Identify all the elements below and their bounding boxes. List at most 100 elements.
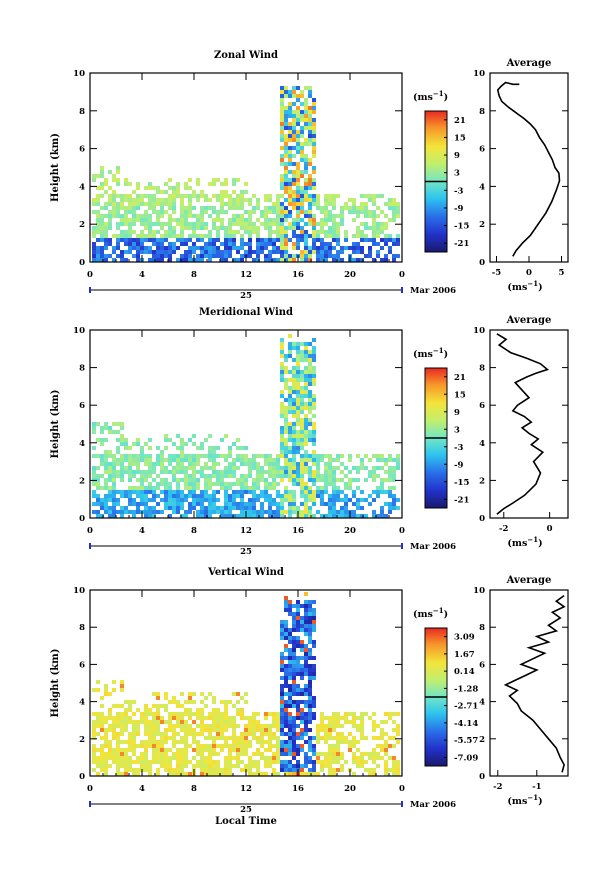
heatmap-cell [172,242,176,246]
heatmap-cell [124,242,128,246]
heatmap-cell [180,716,184,720]
heatmap-cell [188,250,192,254]
heatmap-cell [380,454,384,458]
heatmap-cell [124,772,128,776]
heatmap-cell [300,494,304,498]
heatmap-cell [296,118,300,122]
heatmap-cell [264,238,268,242]
avg-unit-open: (ms [507,538,527,549]
heatmap-cell [356,748,360,752]
heatmap-cell [292,628,296,632]
heatmap-cell [224,178,228,182]
heatmap-cell [120,716,124,720]
heatmap-cell [92,712,96,716]
heatmap-cell [360,206,364,210]
heatmap-cell [312,338,316,342]
heatmap-cell [132,752,136,756]
heatmap-cell [240,712,244,716]
heatmap-cell [300,130,304,134]
heatmap-cell [140,740,144,744]
heatmap-cell [116,430,120,434]
heatmap-cell [336,234,340,238]
heatmap-cell [292,672,296,676]
heatmap-cell [124,438,128,442]
heatmap-cell [212,510,216,514]
heatmap-cell [360,202,364,206]
heatmap-cell [280,146,284,150]
heatmap-cell [148,234,152,238]
heatmap-cell [300,442,304,446]
heatmap-cell [304,430,308,434]
heatmap-cell [264,478,268,482]
heatmap-cell [144,462,148,466]
heatmap-cell [100,206,104,210]
heatmap-cell [228,246,232,250]
heatmap-cell [200,752,204,756]
heatmap-cell [344,502,348,506]
heatmap-cell [284,684,288,688]
heatmap-cell [120,206,124,210]
heatmap-cell [376,764,380,768]
heatmap-cell [264,198,268,202]
heatmap-cell [292,676,296,680]
heatmap-cell [340,470,344,474]
heatmap-cell [160,760,164,764]
heatmap-cell [300,394,304,398]
heatmap-cell [124,178,128,182]
heatmap-cell [120,454,124,458]
heatmap-cell [284,230,288,234]
heatmap-cell [172,740,176,744]
heatmap-cell [96,254,100,258]
heatmap-cell [136,198,140,202]
heatmap-cell [284,414,288,418]
heatmap-cell [140,490,144,494]
heatmap-cell [300,430,304,434]
heatmap-cell [188,210,192,214]
heatmap-cell [224,756,228,760]
heatmap-cell [264,462,268,466]
heatmap-cell [300,446,304,450]
heatmap-cell [324,716,328,720]
heatmap-cell [180,490,184,494]
heatmap-cell [116,246,120,250]
heatmap-cell [248,246,252,250]
heatmap-cell [312,102,316,106]
heatmap-cell [308,478,312,482]
heatmap-cell [168,234,172,238]
avg-x-axis-label: (ms−1) [507,793,542,807]
heatmap-cell [316,466,320,470]
heatmap-cell [288,394,292,398]
heatmap-cell [188,438,192,442]
heatmap-cell [304,110,308,114]
heatmap-cell [168,186,172,190]
heatmap-cell [288,222,292,226]
colorbar-tick-label: -4.14 [454,719,478,729]
heatmap-cell [220,226,224,230]
heatmap-cell [248,764,252,768]
heatmap-cell [368,494,372,498]
heatmap-cell [108,254,112,258]
heatmap-cell [128,218,132,222]
heatmap-cell [288,406,292,410]
heatmap-cell [316,454,320,458]
heatmap-cell [180,194,184,198]
heatmap-cell [120,680,124,684]
heatmap-cell [148,736,152,740]
heatmap-cell [288,466,292,470]
heatmap-cell [204,454,208,458]
heatmap-cell [272,238,276,242]
heatmap-cell [160,206,164,210]
heatmap-cell [96,466,100,470]
heatmap-cell [136,242,140,246]
panel-title: Meridional Wind [199,307,293,318]
heatmap-cell [164,190,168,194]
heatmap-cell [284,154,288,158]
heatmap-cell [160,258,164,262]
heatmap-cell [308,198,312,202]
heatmap-cell [244,226,248,230]
heatmap-cell [244,230,248,234]
heatmap-cell [304,178,308,182]
heatmap-cell [344,736,348,740]
heatmap-cell [284,604,288,608]
